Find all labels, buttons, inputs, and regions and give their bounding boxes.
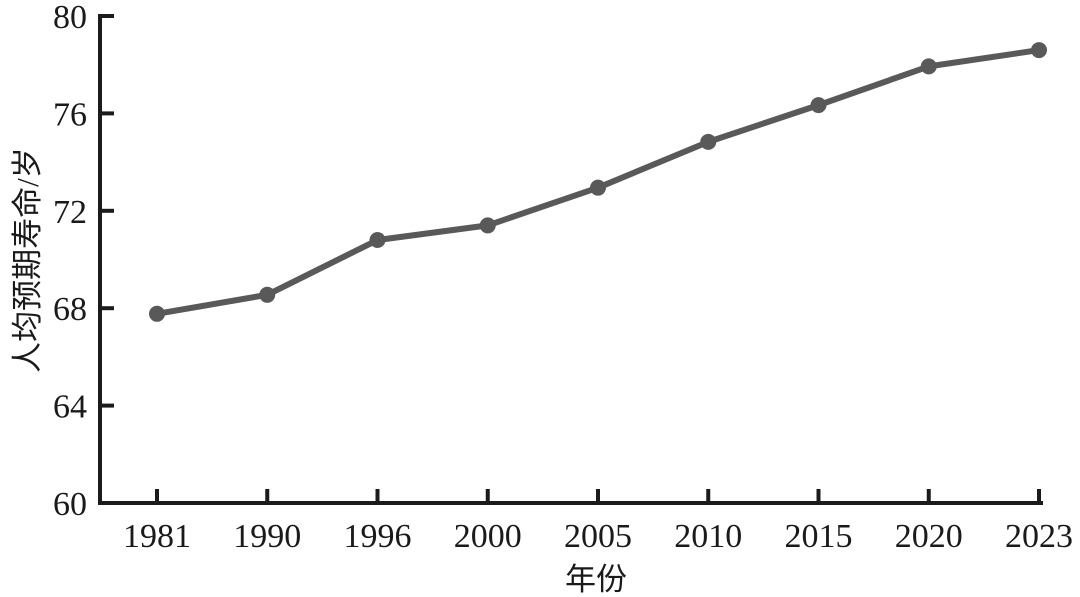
data-point-2020 (920, 58, 937, 75)
x-tick-label-2010: 2010 (674, 518, 742, 555)
data-point-2015 (810, 97, 827, 114)
data-point-2023 (1031, 42, 1047, 59)
data-point-1996 (369, 232, 386, 249)
y-axis-title: 人均预期寿命/岁 (10, 147, 45, 373)
x-tick-label-1996: 1996 (344, 518, 412, 555)
x-tick-label-1990: 1990 (233, 518, 301, 555)
x-tick-label-1981: 1981 (123, 518, 191, 555)
x-tick-label-2020: 2020 (895, 518, 963, 555)
x-tick-label-2005: 2005 (564, 518, 632, 555)
y-tick-label-60: 60 (53, 486, 87, 523)
y-tick-label-68: 68 (53, 291, 87, 328)
x-tick-label-2023: 2023 (1005, 518, 1073, 555)
data-point-2005 (590, 179, 606, 196)
data-point-2010 (700, 133, 717, 150)
y-tick-label-72: 72 (53, 194, 87, 231)
y-tick-label-64: 64 (53, 389, 87, 426)
data-point-1990 (259, 286, 276, 303)
x-axis-title: 年份 (565, 562, 627, 597)
y-tick-label-80: 80 (53, 0, 87, 36)
x-tick-label-2000: 2000 (454, 518, 522, 555)
data-point-1981 (149, 305, 165, 322)
y-tick-label-76: 76 (53, 96, 87, 133)
data-point-2000 (479, 217, 496, 234)
x-tick-label-2015: 2015 (785, 518, 853, 555)
